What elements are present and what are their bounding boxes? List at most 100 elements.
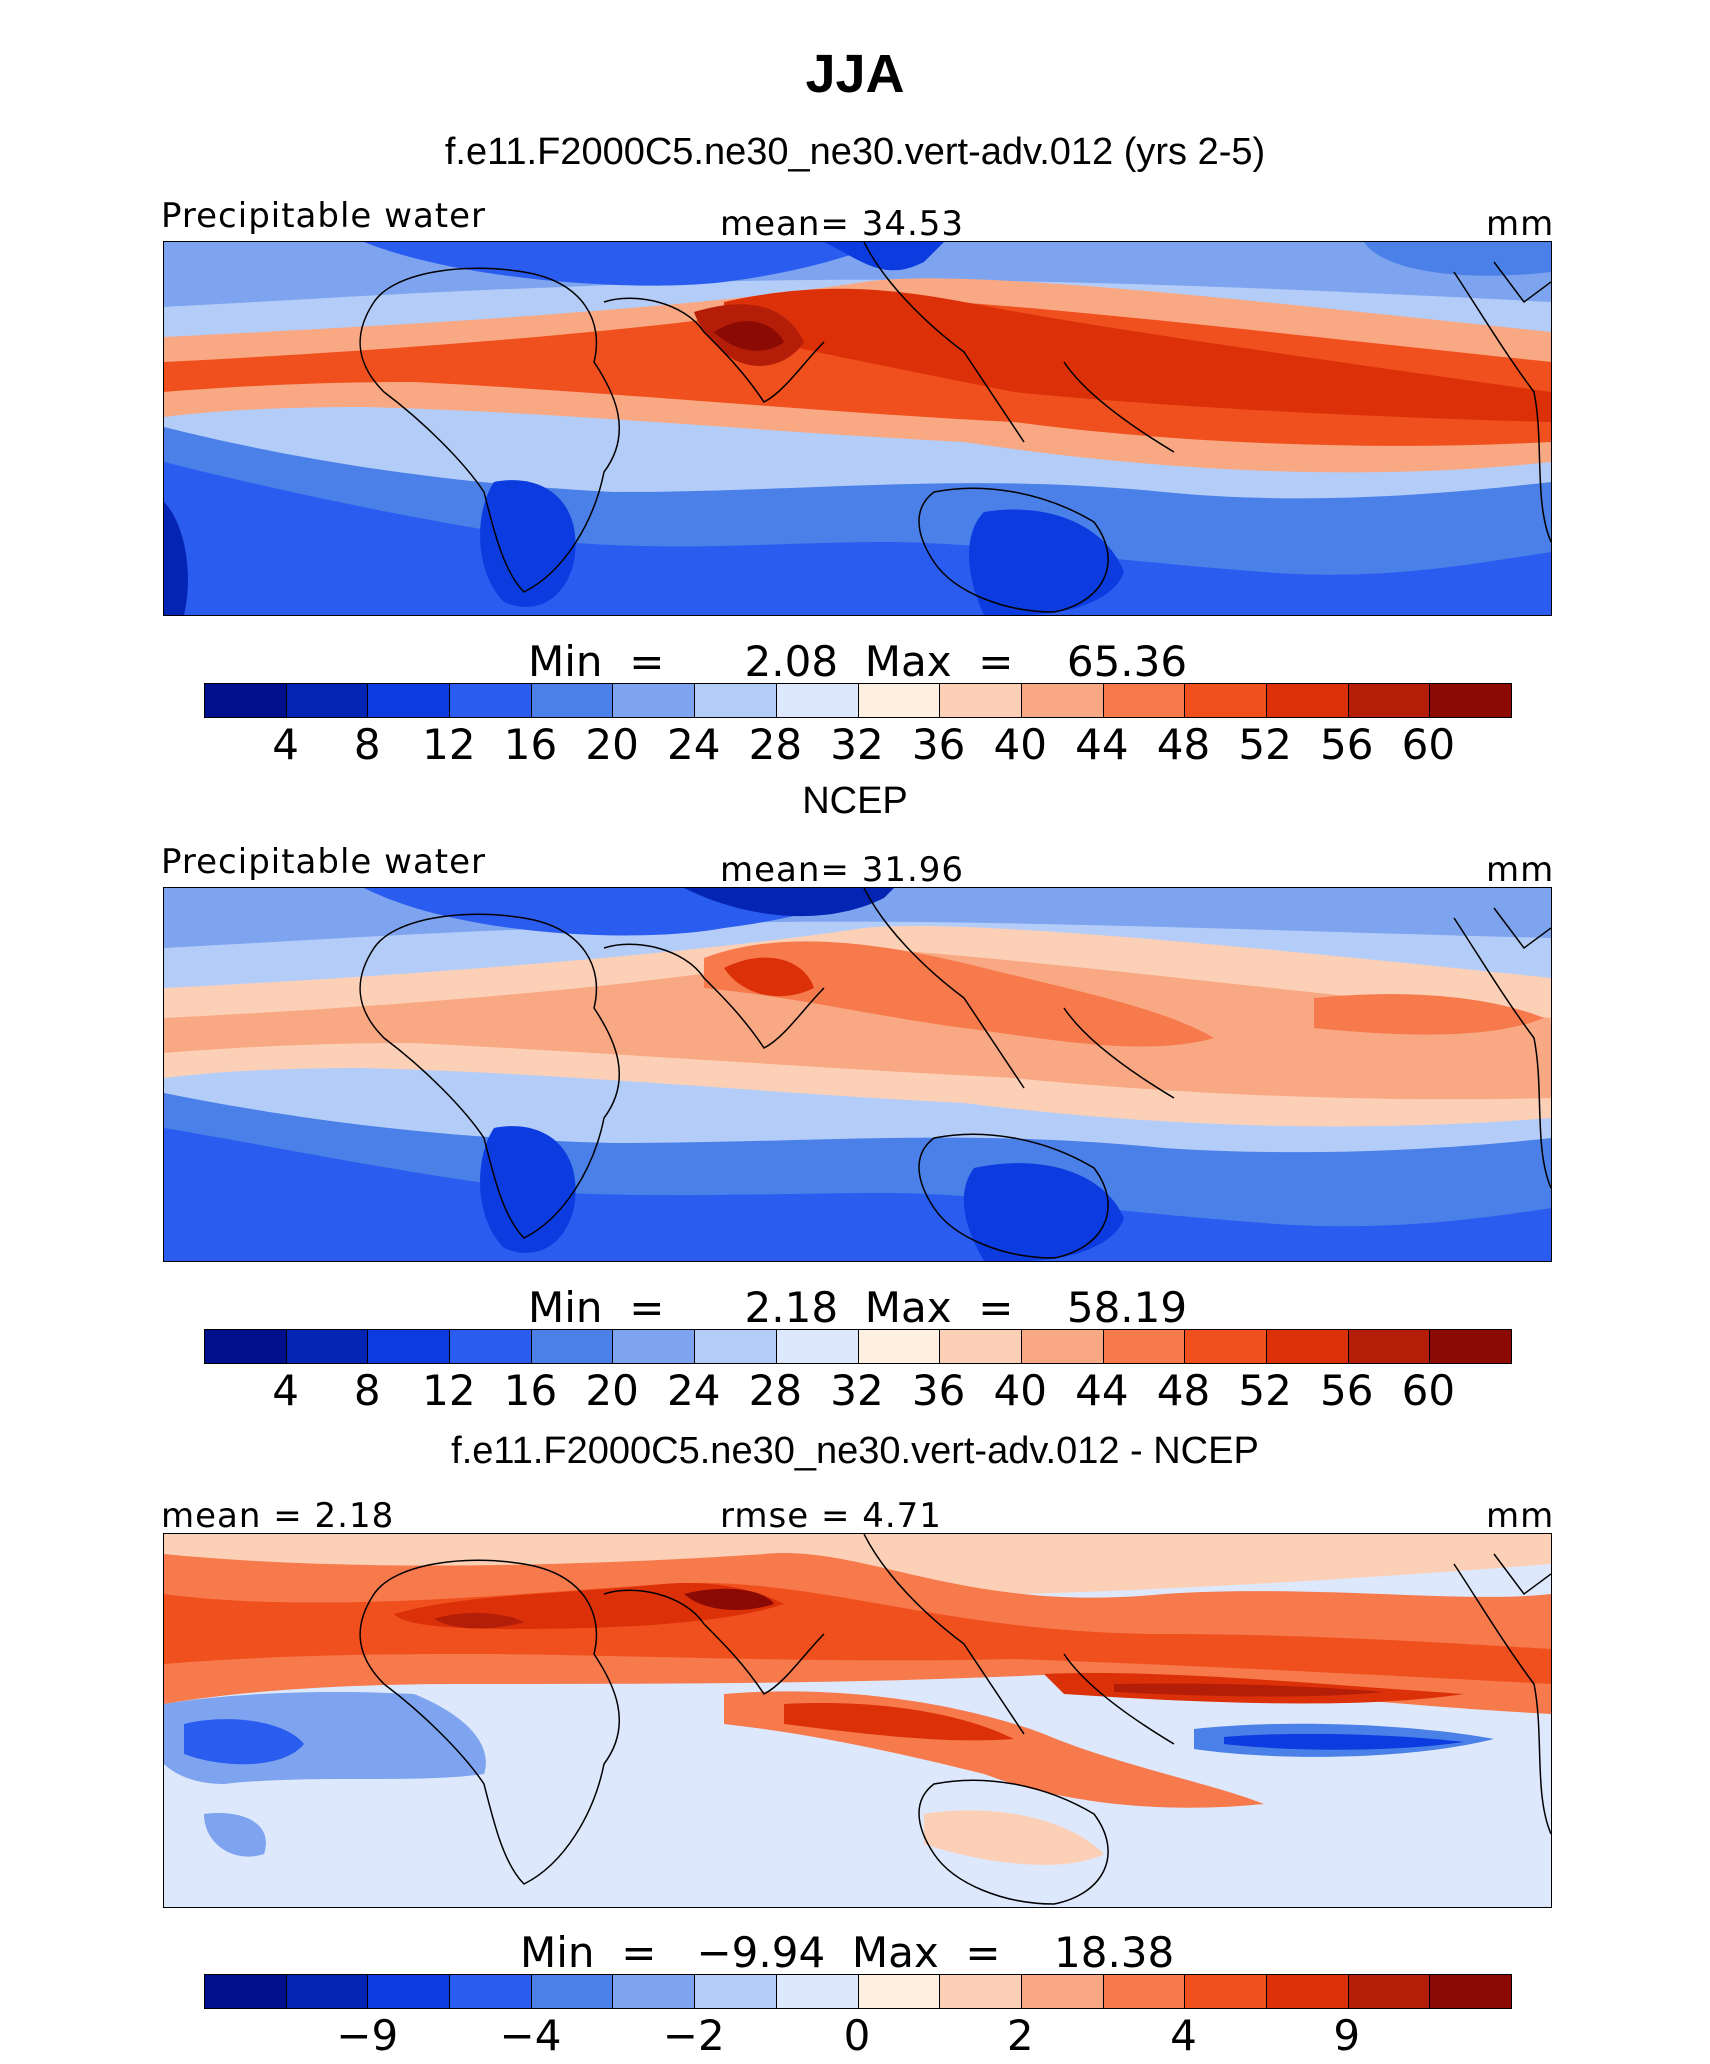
panel-3-units-label: mm [1486,1496,1555,1536]
colorbar-tick-label: 24 [667,1366,721,1415]
colorbar-box [368,1975,451,2008]
colorbar-box [450,1330,532,1363]
colorbar-tick-label: 12 [422,1366,476,1415]
colorbar-box [286,1330,369,1363]
colorbar-tick-label: 44 [1075,1366,1129,1415]
colorbar-box [776,1975,859,2008]
colorbar-box [1021,684,1104,717]
colorbar-box [450,1975,532,2008]
colorbar-box [1348,684,1431,717]
colorbar-tick-label: 0 [843,2011,871,2060]
colorbar-tick-label: 20 [585,1366,639,1415]
panel-1-minmax: Min = 2.08 Max = 65.36 [528,637,1188,686]
colorbar-tick-label: 48 [1156,720,1211,769]
colorbar-tick-label: 4 [272,720,299,769]
colorbar-box [940,1330,1022,1363]
panel-1-field [164,242,1551,615]
colorbar-tick-label: 32 [830,720,884,769]
colorbar-box [205,1975,287,2008]
colorbar-tick-label: 60 [1401,720,1456,769]
colorbar-box [1185,684,1267,717]
colorbar-tick-label: 4 [1170,2011,1197,2060]
panel-1-title: f.e11.F2000C5.ne30_ne30.vert-adv.012 (yr… [444,131,1266,173]
colorbar-box [1430,684,1511,717]
panel-3-rmse-label: rmse = 4.71 [720,1496,942,1536]
colorbar-tick-label: 28 [748,1366,803,1415]
colorbar-box [695,684,777,717]
colorbar-box [695,1330,777,1363]
colorbar-tick-label: 20 [585,720,639,769]
panel-2-units-label: mm [1486,850,1555,890]
colorbar-tick-label: 12 [422,720,476,769]
colorbar-tick-label: 40 [993,720,1047,769]
colorbar-tick-label: 48 [1156,1366,1211,1415]
colorbar-box [1185,1975,1267,2008]
colorbar-box [1103,1330,1186,1363]
colorbar-tick-label: −4 [499,2011,562,2060]
panel-1-colorbar-ticks: 4 8 12 16 20 24 28 32 36 40 44 48 52 56 60 [204,722,1510,770]
colorbar-box [1266,1975,1349,2008]
colorbar-box [776,684,859,717]
panel-2-map [163,887,1552,1262]
colorbar-tick-label: −9 [336,2011,399,2060]
panel-3-colorbar-ticks: −9 −4 −2 0 2 4 9 [204,2013,1510,2061]
colorbar-box [286,1975,369,2008]
panel-1-map [163,241,1552,616]
colorbar-tick-label: 9 [1333,2011,1361,2060]
colorbar-box [368,684,451,717]
colorbar-box [858,1975,941,2008]
colorbar-tick-label: 24 [667,720,721,769]
colorbar-box [1430,1975,1511,2008]
colorbar-box [450,684,532,717]
panel-3-title: f.e11.F2000C5.ne30_ne30.vert-adv.012 - N… [451,1430,1259,1472]
panel-2-colorbar [204,1329,1512,1364]
panel-2-left-label: Precipitable water [161,842,487,882]
panel-2-field [164,888,1551,1261]
colorbar-box [940,684,1022,717]
panel-2-title: NCEP [802,780,908,822]
colorbar-tick-label: 36 [911,1366,966,1415]
panel-2-colorbar-ticks: 4 8 12 16 20 24 28 32 36 40 44 48 52 56 60 [204,1368,1510,1416]
colorbar-box [613,1330,696,1363]
colorbar-box [940,1975,1022,2008]
colorbar-box [368,1330,451,1363]
colorbar-tick-label: 4 [272,1366,299,1415]
colorbar-box [531,1330,614,1363]
colorbar-tick-label: 52 [1238,720,1292,769]
colorbar-box [1266,1330,1349,1363]
colorbar-tick-label: 52 [1238,1366,1292,1415]
colorbar-tick-label: 32 [830,1366,884,1415]
colorbar-box [613,684,696,717]
figure-title: JJA [805,44,905,104]
colorbar-box [1103,684,1186,717]
panel-3-field [164,1534,1551,1907]
colorbar-tick-label: 2 [1006,2011,1034,2060]
colorbar-box [1103,1975,1186,2008]
panel-1-units-label: mm [1486,204,1555,244]
colorbar-tick-label: 44 [1075,720,1129,769]
panel-2-minmax: Min = 2.18 Max = 58.19 [528,1283,1188,1332]
panel-1-left-label: Precipitable water [161,196,487,236]
colorbar-tick-label: 8 [353,1366,381,1415]
colorbar-box [531,684,614,717]
colorbar-box [1266,684,1349,717]
colorbar-box [776,1330,859,1363]
colorbar-box [205,1330,287,1363]
colorbar-box [1185,1330,1267,1363]
colorbar-box [858,684,941,717]
colorbar-box [286,684,369,717]
colorbar-tick-label: 56 [1320,1366,1374,1415]
panel-3-minmax: Min = −9.94 Max = 18.38 [520,1928,1175,1977]
colorbar-box [695,1975,777,2008]
colorbar-tick-label: 56 [1320,720,1374,769]
colorbar-tick-label: 8 [353,720,381,769]
panel-3-map [163,1533,1552,1908]
colorbar-tick-label: 40 [993,1366,1047,1415]
colorbar-tick-label: 28 [748,720,803,769]
colorbar-box [1021,1330,1104,1363]
colorbar-tick-label: 16 [503,720,558,769]
colorbar-tick-label: 36 [911,720,966,769]
panel-1-colorbar [204,683,1512,718]
colorbar-box [858,1330,941,1363]
panel-2-mean-label: mean= 31.96 [720,850,965,890]
